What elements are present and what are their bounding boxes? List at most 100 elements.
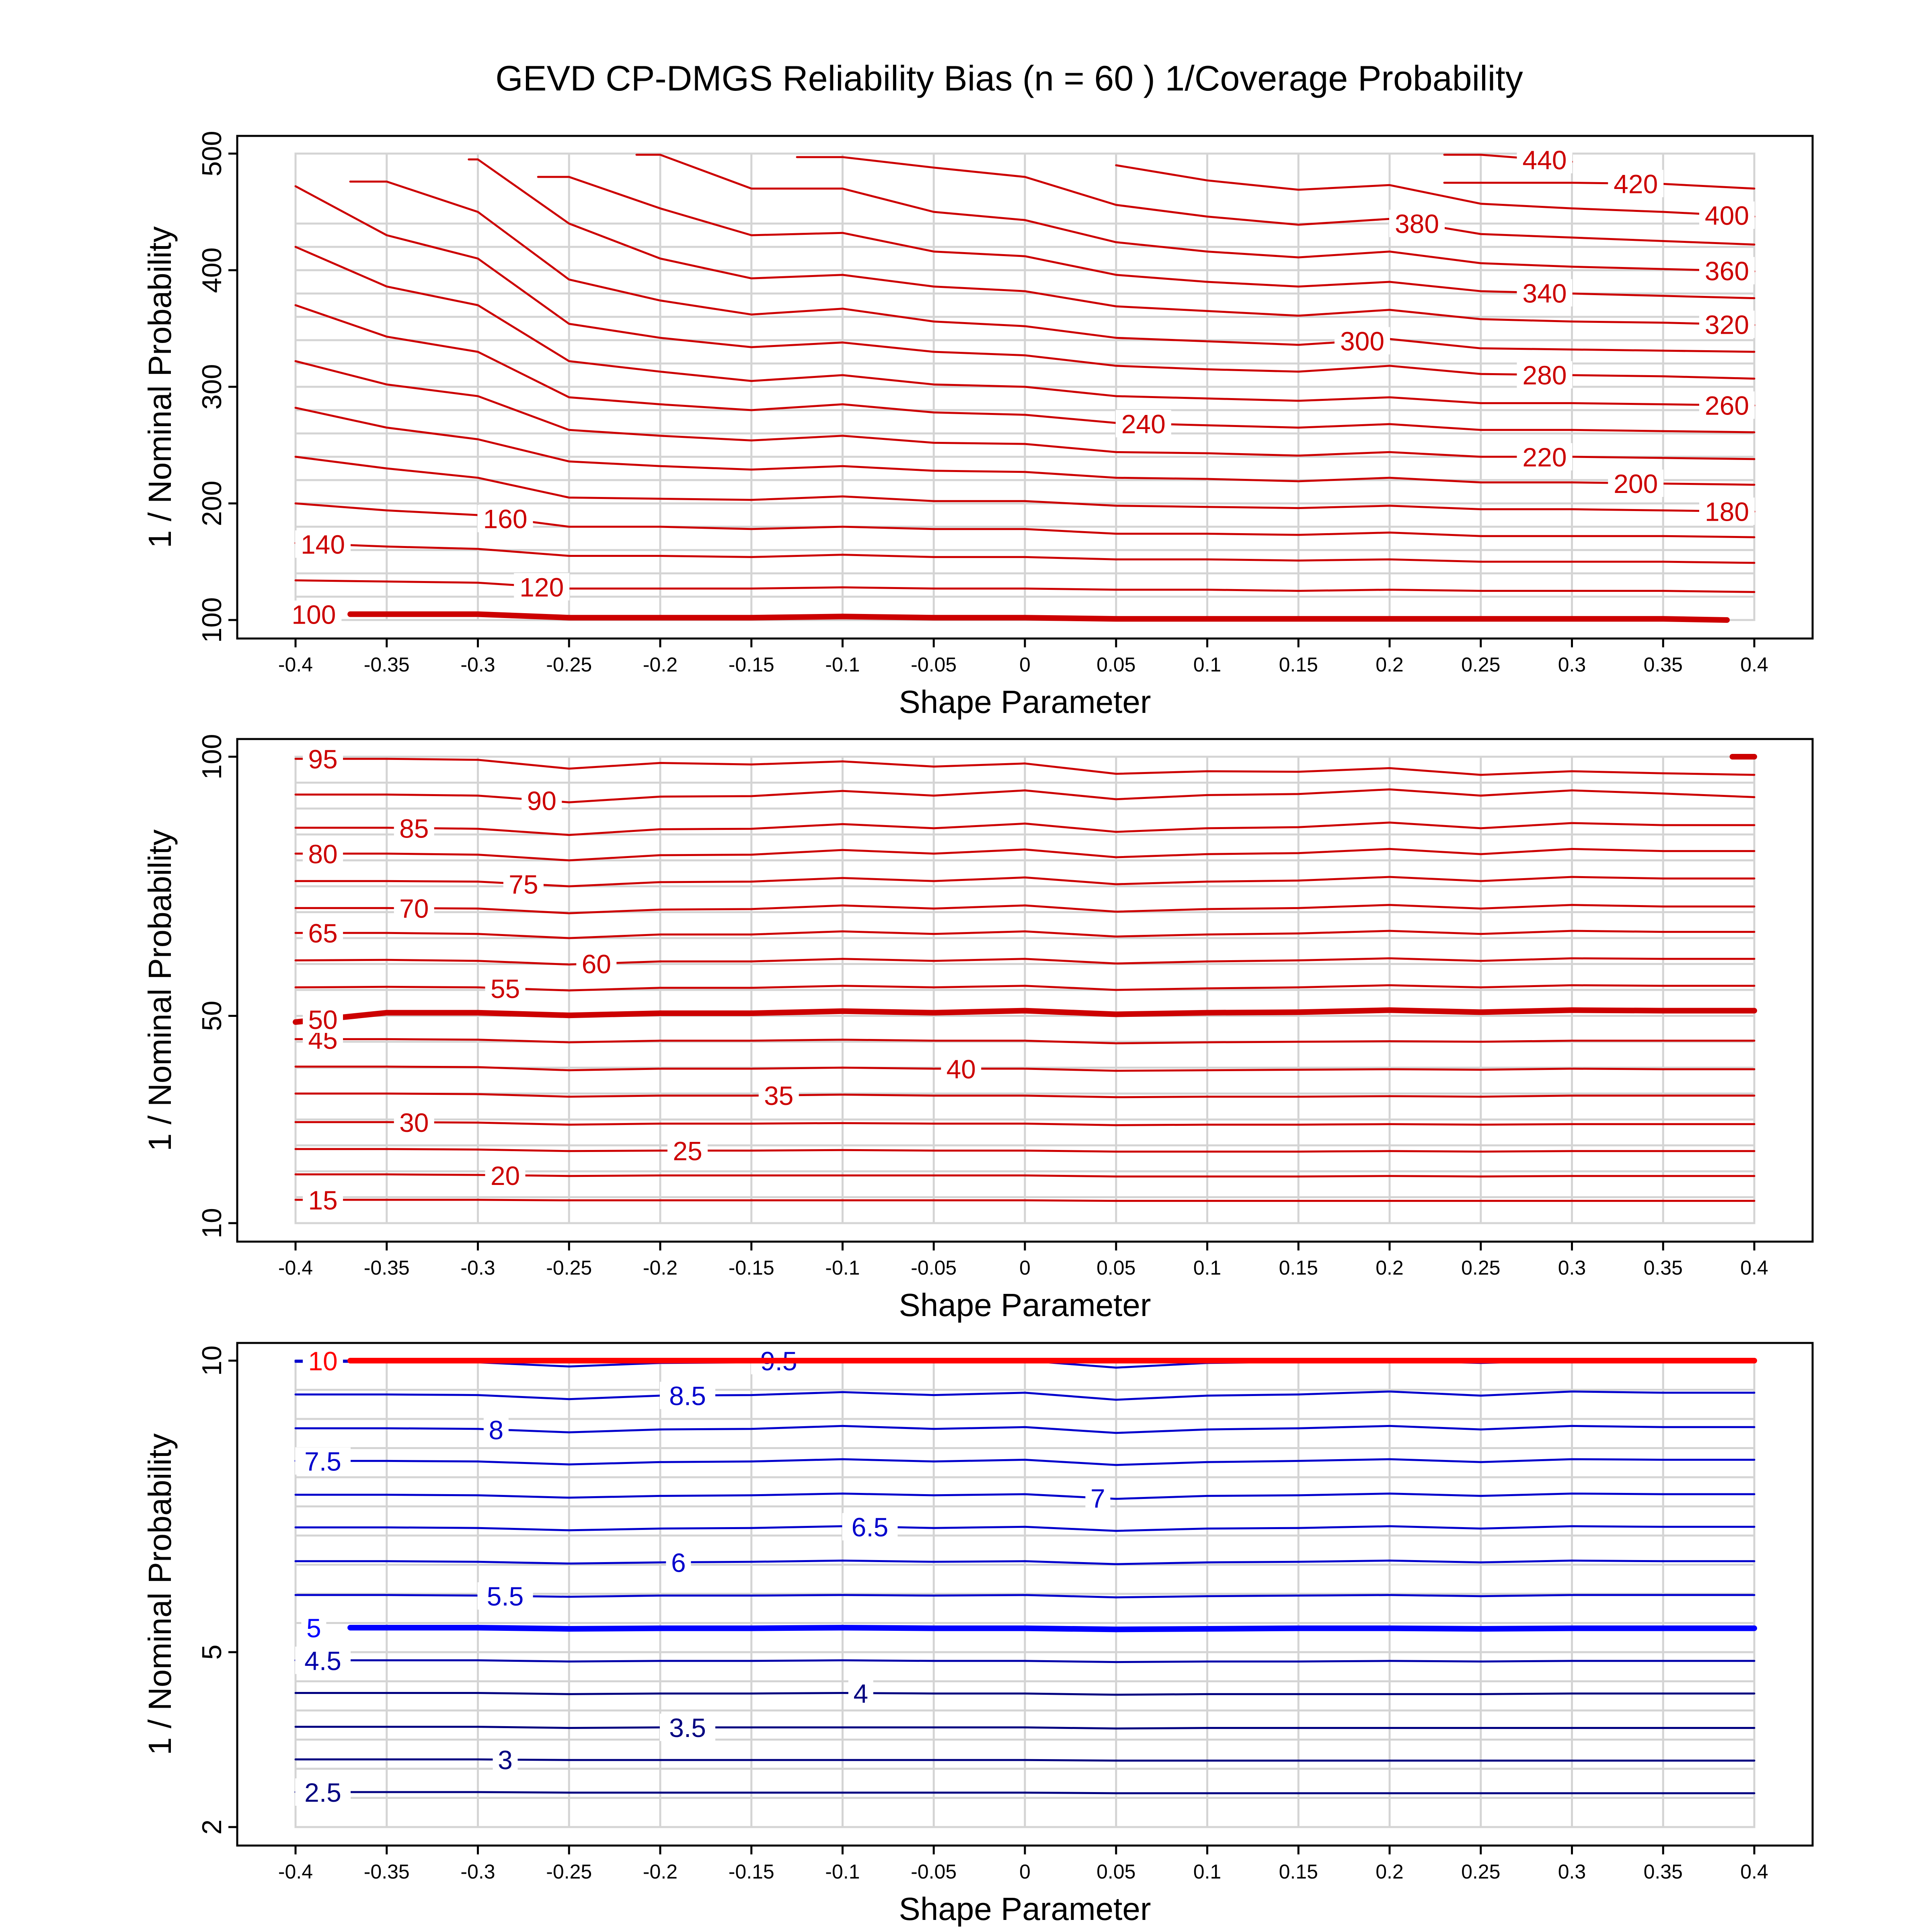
contour-label-background <box>485 1161 526 1189</box>
contour-label: 320 <box>1705 310 1749 340</box>
x-tick-label: 0.1 <box>1193 1860 1222 1883</box>
contour-label: 90 <box>527 786 556 815</box>
contour-line-260 <box>294 246 1755 407</box>
contour-label-background <box>1699 310 1755 338</box>
x-tick-label: -0.2 <box>643 653 678 676</box>
x-tick-label: -0.4 <box>278 1860 313 1883</box>
contour-label-background <box>1517 361 1573 389</box>
contour-label-background <box>842 1513 898 1541</box>
contour-line-45 <box>294 1038 1755 1045</box>
contour-label-background <box>1699 257 1755 285</box>
contour-label: 6.5 <box>852 1512 889 1542</box>
x-tick-label: 0.3 <box>1558 653 1586 676</box>
contour-line-220 <box>294 360 1755 460</box>
contour-line-50 <box>293 1007 1757 1025</box>
x-tick-label: -0.35 <box>364 653 410 676</box>
y-tick-label: 300 <box>197 364 227 409</box>
y-tick-label: 100 <box>197 734 227 779</box>
x-tick-label: -0.15 <box>729 1257 774 1279</box>
x-tick-label: -0.05 <box>911 1860 957 1883</box>
contour-label: 6 <box>671 1548 686 1577</box>
contour-label: 80 <box>308 839 337 869</box>
contour-line-7-5 <box>294 1458 1755 1466</box>
x-tick-label: 0.35 <box>1644 1860 1683 1883</box>
contour-label-background <box>303 840 343 868</box>
contour-line-380 <box>796 156 1755 246</box>
y-axis-label: 1 / Nominal Probability <box>142 829 178 1151</box>
x-tick-label: -0.25 <box>546 1860 592 1883</box>
x-tick-label: -0.3 <box>460 1860 495 1883</box>
contour-label-background <box>394 894 434 922</box>
x-tick-label: 0.25 <box>1461 1860 1500 1883</box>
contour-label: 160 <box>483 504 527 534</box>
y-tick-label: 100 <box>197 597 227 643</box>
x-tick-label: 0.05 <box>1096 1860 1135 1883</box>
contour-label: 65 <box>308 918 337 948</box>
contour-line-4 <box>294 1692 1755 1696</box>
x-tick-label: -0.15 <box>729 653 774 676</box>
x-tick-label: 0.4 <box>1740 1257 1768 1279</box>
contour-line-85 <box>294 821 1755 836</box>
x-tick-label: 0 <box>1019 653 1031 676</box>
contour-label: 8 <box>489 1415 503 1445</box>
contour-label-background <box>301 1614 326 1642</box>
x-tick-label: 0 <box>1019 1860 1031 1883</box>
contour-line-8 <box>294 1425 1755 1434</box>
x-tick-label: 0.1 <box>1193 1257 1222 1279</box>
contour-line-2-5 <box>294 1791 1755 1794</box>
x-tick-label: -0.4 <box>278 653 313 676</box>
contour-label-background <box>295 1647 351 1674</box>
contour-line-20 <box>294 1173 1755 1178</box>
contour-label: 75 <box>509 869 538 899</box>
y-tick-label: 400 <box>197 247 227 293</box>
x-tick-label: 0.2 <box>1376 1257 1404 1279</box>
contour-line-55 <box>294 984 1755 992</box>
contour-line-95 <box>294 758 1755 776</box>
x-tick-label: 0.25 <box>1461 1257 1500 1279</box>
contour-label-background <box>303 1347 343 1374</box>
x-axis-label: Shape Parameter <box>899 1891 1151 1927</box>
contour-label-background <box>514 573 570 601</box>
contour-label: 20 <box>491 1161 520 1191</box>
contour-label: 220 <box>1522 442 1567 472</box>
contour-label: 3.5 <box>669 1713 706 1743</box>
contour-label-background <box>1608 469 1664 497</box>
x-tick-label: -0.4 <box>278 1257 313 1279</box>
y-axis-label: 1 / Nominal Probability <box>142 1433 178 1755</box>
x-tick-label: 0.3 <box>1558 1257 1586 1279</box>
x-tick-label: -0.1 <box>825 653 860 676</box>
contour-label: 340 <box>1522 278 1567 308</box>
contour-line-4-5 <box>294 1659 1755 1663</box>
contour-line-30 <box>294 1121 1755 1126</box>
x-tick-label: 0.25 <box>1461 653 1500 676</box>
contour-label-background <box>522 786 562 814</box>
y-tick-label: 10 <box>197 1208 227 1238</box>
x-tick-label: -0.15 <box>729 1860 774 1883</box>
contour-label-background <box>1517 443 1573 470</box>
contour-label: 8.5 <box>669 1381 706 1411</box>
contour-label-background <box>1115 410 1171 437</box>
x-tick-label: -0.25 <box>546 1257 592 1279</box>
x-axis-label: Shape Parameter <box>899 684 1151 720</box>
contour-label-background <box>477 1582 533 1610</box>
contour-label-background <box>758 1082 799 1109</box>
contour-label: 240 <box>1121 409 1166 439</box>
contour-line-160 <box>294 502 1755 538</box>
contour-label: 50 <box>308 1005 337 1035</box>
x-tick-label: 0.15 <box>1279 653 1318 676</box>
contour-label-background <box>493 1746 518 1774</box>
x-tick-label: 0.15 <box>1279 1860 1318 1883</box>
contour-label: 60 <box>582 949 611 979</box>
contour-label-background <box>295 1447 351 1475</box>
contour-line-35 <box>294 1092 1755 1098</box>
contour-label: 360 <box>1705 256 1749 286</box>
contour-label-background <box>303 1186 343 1213</box>
contour-label-background <box>660 1382 716 1409</box>
x-tick-label: 0.1 <box>1193 653 1222 676</box>
contour-label-background <box>286 600 342 628</box>
contour-line-6-5 <box>294 1525 1755 1532</box>
x-tick-label: 0.05 <box>1096 1257 1135 1279</box>
y-tick-label: 5 <box>197 1645 227 1660</box>
contour-label-background <box>1699 497 1755 525</box>
x-tick-label: -0.3 <box>460 1257 495 1279</box>
